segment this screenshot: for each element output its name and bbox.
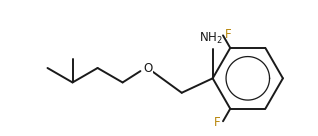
Text: F: F [225,28,232,41]
Text: F: F [214,116,221,129]
Text: O: O [143,61,152,75]
Text: NH$_2$: NH$_2$ [199,31,223,46]
